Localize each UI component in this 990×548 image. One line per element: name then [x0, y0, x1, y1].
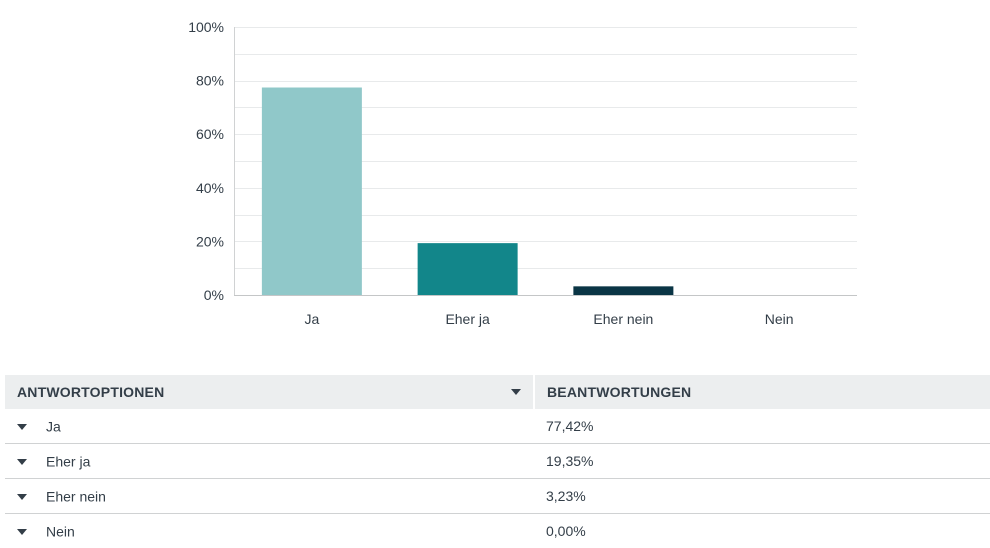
response-value: 77,42% — [534, 409, 990, 444]
y-tick-label: 20% — [196, 233, 224, 249]
option-cell: Nein — [5, 514, 534, 548]
y-axis-ticks: 0% 20% 40% 60% 80% 100% — [188, 19, 224, 303]
column-header-answer-options[interactable]: ANTWORTOPTIONEN — [5, 375, 534, 409]
option-label: Ja — [46, 419, 61, 435]
response-value: 3,23% — [534, 479, 990, 514]
x-tick-label: Nein — [765, 311, 794, 327]
bar[interactable] — [418, 243, 518, 295]
table-row: Eher ja 19,35% — [5, 444, 990, 479]
option-label: Eher ja — [46, 454, 90, 470]
bars — [262, 88, 674, 295]
table-row: Ja 77,42% — [5, 409, 990, 444]
x-axis-ticks: Ja Eher ja Eher nein Nein — [304, 311, 793, 327]
y-tick-label: 0% — [204, 287, 224, 303]
results-table: ANTWORTOPTIONEN BEANTWORTUNGEN Ja 77,42%… — [5, 375, 990, 548]
table-header-row: ANTWORTOPTIONEN BEANTWORTUNGEN — [5, 375, 990, 409]
option-cell: Eher ja — [5, 444, 534, 479]
x-tick-label: Ja — [304, 311, 319, 327]
y-tick-label: 40% — [196, 180, 224, 196]
expand-caret-icon[interactable] — [17, 459, 27, 465]
bar-chart: 0% 20% 40% 60% 80% 100% Ja Eher ja Eher nein Nei… — [0, 0, 990, 350]
response-value: 19,35% — [534, 444, 990, 479]
bar[interactable] — [262, 88, 362, 295]
x-tick-label: Eher nein — [593, 311, 653, 327]
y-tick-label: 100% — [188, 19, 224, 35]
option-label: Eher nein — [46, 489, 106, 505]
option-cell: Ja — [5, 409, 534, 444]
response-value: 0,00% — [534, 514, 990, 548]
bar[interactable] — [573, 286, 673, 295]
column-header-responses[interactable]: BEANTWORTUNGEN — [534, 375, 990, 409]
column-header-responses-label: BEANTWORTUNGEN — [547, 384, 691, 400]
x-tick-label: Eher ja — [445, 311, 490, 327]
expand-caret-icon[interactable] — [17, 494, 27, 500]
expand-caret-icon[interactable] — [17, 529, 27, 535]
table-row: Eher nein 3,23% — [5, 479, 990, 514]
y-tick-label: 60% — [196, 126, 224, 142]
sort-arrow-icon[interactable] — [511, 389, 521, 395]
option-label: Nein — [46, 524, 75, 540]
option-cell: Eher nein — [5, 479, 534, 514]
column-header-answer-options-label: ANTWORTOPTIONEN — [17, 384, 164, 400]
expand-caret-icon[interactable] — [17, 424, 27, 430]
table-row: Nein 0,00% — [5, 514, 990, 548]
y-tick-label: 80% — [196, 73, 224, 89]
